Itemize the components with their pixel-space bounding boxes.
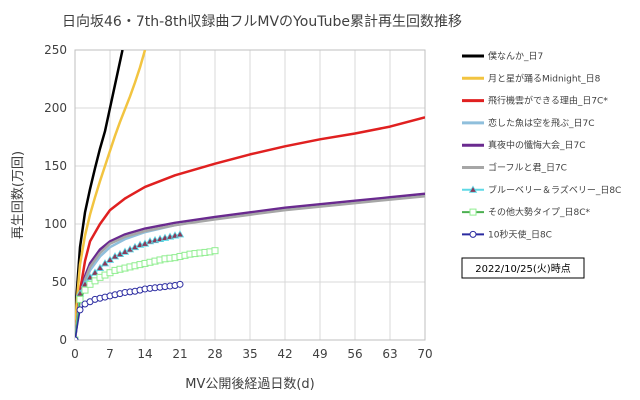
legend-item: その他大勢タイプ_日8C* — [462, 206, 591, 218]
series-line — [75, 50, 147, 340]
axis-ticks: 0 50 100 150 200 250 0 7 14 21 28 35 42 49 56 63 70 — [44, 43, 433, 361]
grid — [74, 49, 426, 341]
x-tick-label: 0 — [71, 347, 79, 361]
data-point — [75, 336, 79, 340]
y-tick-label: 200 — [44, 101, 67, 115]
x-tick-label: 70 — [417, 347, 432, 361]
legend-label: 飛行機雲ができる理由_日7C* — [488, 95, 608, 107]
data-point — [76, 295, 84, 303]
legend-label: 10秒天使_日8C — [488, 228, 552, 240]
data-point — [176, 280, 184, 288]
legend-label: 月と星が踊るMidnight_日8 — [488, 72, 601, 84]
x-tick-label: 42 — [277, 347, 292, 361]
legend-label: ゴーフルと君_日7C — [488, 162, 567, 174]
x-tick-label: 21 — [172, 347, 187, 361]
x-tick-label: 7 — [106, 347, 114, 361]
legend-item: 恋した魚は空を飛ぶ_日7C — [462, 117, 595, 129]
legend-label: 真夜中の懺悔大会_日7C — [488, 139, 586, 151]
x-tick-label: 28 — [207, 347, 222, 361]
legend-item: ブルーベリー＆ラズベリー_日8C — [462, 184, 621, 196]
series-7 — [75, 230, 185, 340]
data-point — [100, 259, 110, 267]
data-point — [81, 286, 89, 294]
legend: 僕なんか_日7 月と星が踊るMidnight_日8 飛行機雲ができる理由_日7C* 恋… — [462, 50, 621, 240]
series-line — [75, 50, 124, 340]
legend-item: ゴーフルと君_日7C — [462, 162, 567, 174]
legend-label: 僕なんか_日7 — [488, 50, 543, 62]
legend-label: ブルーベリー＆ラズベリー_日8C — [488, 184, 621, 196]
x-tick-label: 35 — [242, 347, 257, 361]
data-point — [211, 247, 219, 255]
date-annotation-box — [461, 257, 585, 279]
y-tick-label: 250 — [44, 43, 67, 57]
legend-item: 月と星が踊るMidnight_日8 — [462, 72, 601, 84]
data-point — [105, 255, 115, 263]
series-line — [75, 116, 425, 340]
legend-marker — [469, 208, 477, 216]
y-tick-label: 150 — [44, 159, 67, 173]
data-point — [175, 230, 185, 238]
y-tick-label: 100 — [44, 217, 67, 231]
series-3 — [75, 116, 425, 340]
x-tick-label: 56 — [347, 347, 362, 361]
legend-label: 恋した魚は空を飛ぶ_日7C — [488, 117, 595, 129]
x-tick-label: 14 — [137, 347, 152, 361]
legend-item: 僕なんか_日7 — [462, 50, 543, 62]
date-annotation: 2022/10/25(火)時点 — [461, 257, 585, 279]
y-tick-label: 0 — [59, 333, 67, 347]
series-9 — [75, 280, 184, 340]
series-2 — [75, 50, 147, 340]
legend-item: 飛行機雲ができる理由_日7C* — [462, 95, 608, 107]
series-8 — [75, 247, 219, 340]
x-axis-label: MV公開後経過日数(d) — [185, 377, 315, 392]
date-annotation-text: 2022/10/25(火)時点 — [475, 263, 570, 275]
legend-item: 10秒天使_日8C — [462, 228, 552, 240]
legend-item: 真夜中の懺悔大会_日7C — [462, 139, 586, 151]
data-point — [76, 306, 84, 314]
legend-marker — [468, 185, 478, 193]
legend-label: その他大勢タイプ_日8C* — [488, 206, 591, 218]
series-1 — [75, 50, 124, 340]
y-tick-label: 50 — [52, 275, 67, 289]
y-axis-label: 再生回数(万回) — [11, 151, 26, 239]
x-tick-label: 63 — [382, 347, 397, 361]
series-lines — [75, 50, 425, 340]
data-point — [95, 263, 105, 271]
chart-title: 日向坂46・7th-8th収録曲フルMVのYouTube累計再生回数推移 — [62, 14, 462, 30]
x-tick-label: 49 — [312, 347, 327, 361]
legend-marker — [469, 230, 477, 238]
data-point — [90, 268, 100, 276]
